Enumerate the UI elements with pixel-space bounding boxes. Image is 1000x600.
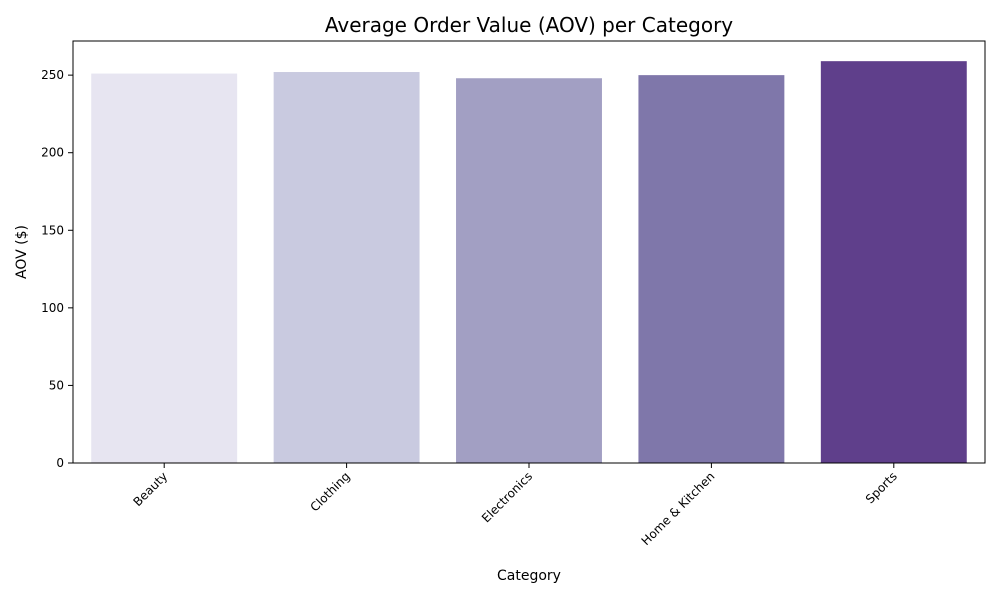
y-tick-label: 100 [41,301,64,315]
x-ticks-group: Beauty Clothing Electronics Home & Kitchen S… [130,463,900,548]
x-tick-label: Beauty [130,469,170,509]
bar-beauty [91,73,238,464]
y-tick-label: 0 [56,456,64,470]
plot-frame [72,40,986,464]
x-axis-label: Category [497,568,561,584]
bar-clothing [273,72,420,463]
y-ticks-group: 0 50 100 150 200 250 [41,68,73,470]
bars-group [91,61,967,464]
bar-electronics [456,78,602,463]
x-tick-label: Home & Kitchen [639,469,718,548]
y-tick-label: 150 [41,223,64,237]
x-tick-label: Clothing [308,469,353,514]
bar-sports [820,61,967,463]
y-tick-label: 50 [49,378,64,392]
y-tick-label: 250 [41,68,64,82]
y-axis-label: AOV ($) [14,225,30,279]
x-tick-label: Sports [863,469,900,506]
y-tick-label: 200 [41,146,64,160]
bar-home-kitchen [638,75,785,463]
x-tick-label: Electronics [479,469,535,525]
chart-title: Average Order Value (AOV) per Category [325,13,733,37]
